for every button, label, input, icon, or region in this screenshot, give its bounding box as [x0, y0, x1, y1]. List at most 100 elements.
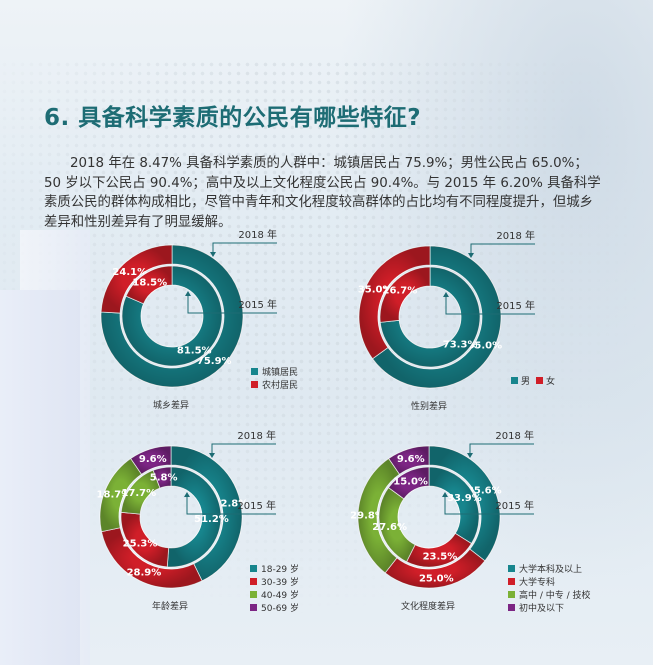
slice-shading — [379, 487, 416, 562]
label-2018: 2018 年 — [496, 229, 535, 242]
label-2015: 2015 年 — [238, 298, 277, 311]
legend-swatch — [250, 565, 257, 572]
pointer-2015 — [187, 294, 277, 314]
slice-shading — [101, 245, 172, 314]
legend-label: 大学本科及以上 — [519, 563, 582, 575]
data-label: 28.9% — [127, 568, 162, 579]
data-label: 18.7% — [97, 490, 132, 501]
legend-label: 30-39 岁 — [261, 576, 299, 588]
slice-shading — [358, 246, 430, 359]
slice-shading — [385, 549, 485, 588]
slice-shading — [126, 266, 172, 304]
slice-shading — [167, 467, 221, 568]
legend-swatch — [251, 381, 258, 388]
data-label: 15.0% — [393, 476, 428, 487]
legend-label: 高中 / 中专 / 技校 — [519, 589, 591, 601]
data-label: 35.0% — [358, 285, 393, 296]
slice-shading — [429, 467, 480, 544]
donut-chart-4: 35.6% 25.0% 29.8% 9.6% 33.9% 23.5% 27.6% 15.0% 2… — [350, 429, 590, 614]
pointer-2018 — [211, 443, 276, 455]
slice-shading — [380, 267, 480, 367]
slice-shading — [121, 470, 160, 515]
legend-swatch — [250, 578, 257, 585]
legend-swatch — [250, 604, 257, 611]
legend-label: 农村居民 — [262, 379, 298, 391]
data-label: 23.5% — [423, 551, 458, 562]
slice-shading — [153, 467, 171, 489]
chart-caption: 城乡差异 — [153, 399, 189, 411]
data-label: 29.8% — [350, 511, 385, 522]
legend-label: 50-69 岁 — [261, 602, 299, 614]
slice-shading — [99, 458, 142, 532]
arrow-down-icon — [209, 453, 215, 458]
data-label: 65.0% — [467, 340, 502, 351]
slice-shading — [380, 267, 430, 323]
data-label: 81.5% — [177, 345, 212, 356]
background-building — [0, 290, 80, 665]
label-2015: 2015 年 — [496, 299, 535, 312]
legend-label: 大学专科 — [519, 576, 555, 588]
legend: 18-29 岁30-39 岁40-49 岁50-69 岁 — [250, 563, 299, 614]
label-2018: 2018 年 — [238, 228, 277, 241]
slice-shading — [130, 446, 171, 475]
data-label: 18.5% — [132, 278, 167, 289]
data-label: 9.6% — [139, 454, 167, 465]
slice-shading — [120, 512, 169, 567]
arrow-up-icon — [184, 492, 190, 497]
pointer-2018 — [470, 243, 535, 255]
legend-swatch — [508, 591, 515, 598]
arrow-down-icon — [468, 253, 474, 258]
data-label: 33.9% — [447, 493, 482, 504]
arrow-down-icon — [467, 453, 473, 458]
data-label: 35.6% — [467, 486, 502, 497]
slice-shading — [171, 446, 242, 581]
label-2018: 2018 年 — [495, 429, 534, 442]
slice-shading — [121, 266, 222, 366]
legend-label: 初中及以下 — [519, 602, 564, 614]
data-label: 5.8% — [150, 473, 178, 484]
legend-swatch — [251, 368, 258, 375]
label-2015: 2015 年 — [237, 499, 276, 512]
data-label: 42.8% — [214, 499, 249, 510]
chart-caption: 年龄差异 — [152, 600, 188, 612]
section-title: 6. 具备科学素质的公民有哪些特征? — [44, 105, 422, 131]
legend-swatch — [508, 578, 515, 585]
slice-shading — [406, 533, 472, 567]
donut-chart-3: 42.8% 28.9% 18.7% 9.6% 51.2% 25.3% 17.7% 5.8% 20… — [97, 429, 299, 614]
slice-shading — [101, 527, 203, 588]
data-label: 73.3% — [443, 340, 478, 351]
chart-caption: 性别差异 — [411, 400, 447, 412]
arrow-up-icon — [185, 291, 191, 296]
pointer-2015 — [186, 495, 276, 515]
legend: 男女 — [511, 375, 555, 387]
data-label: 75.9% — [197, 356, 232, 367]
slice-shading — [357, 458, 400, 573]
donut-chart-2: 65.0% 35.0% 73.3% 26.7% 2018 年 2015 年性别差异 男女 — [358, 229, 555, 412]
data-label: 25.0% — [419, 574, 454, 585]
intro-paragraph: 2018 年在 8.47% 具备科学素质的人群中：城镇居民占 75.9%；男性公… — [44, 156, 601, 230]
legend-swatch — [250, 591, 257, 598]
pointer-2015 — [445, 295, 535, 315]
legend-swatch — [511, 377, 518, 384]
data-label: 26.7% — [383, 285, 418, 296]
pointer-2018 — [469, 443, 534, 455]
slice-shading — [388, 467, 429, 499]
data-label: 25.3% — [123, 539, 158, 550]
legend-label: 城镇居民 — [262, 366, 298, 378]
arrow-up-icon — [443, 292, 449, 297]
chart-caption: 文化程度差异 — [401, 600, 455, 612]
arrow-up-icon — [442, 492, 448, 497]
pointer-2015 — [444, 495, 534, 515]
data-label: 24.1% — [112, 267, 147, 278]
slice-shading — [429, 446, 500, 561]
legend-label: 男 — [521, 376, 530, 387]
legend-label: 40-49 岁 — [261, 589, 299, 601]
arrow-down-icon — [210, 252, 216, 257]
data-label: 51.2% — [194, 514, 229, 525]
slice-shading — [372, 246, 501, 388]
legend-swatch — [508, 604, 515, 611]
legend-label: 18-29 岁 — [261, 563, 299, 575]
